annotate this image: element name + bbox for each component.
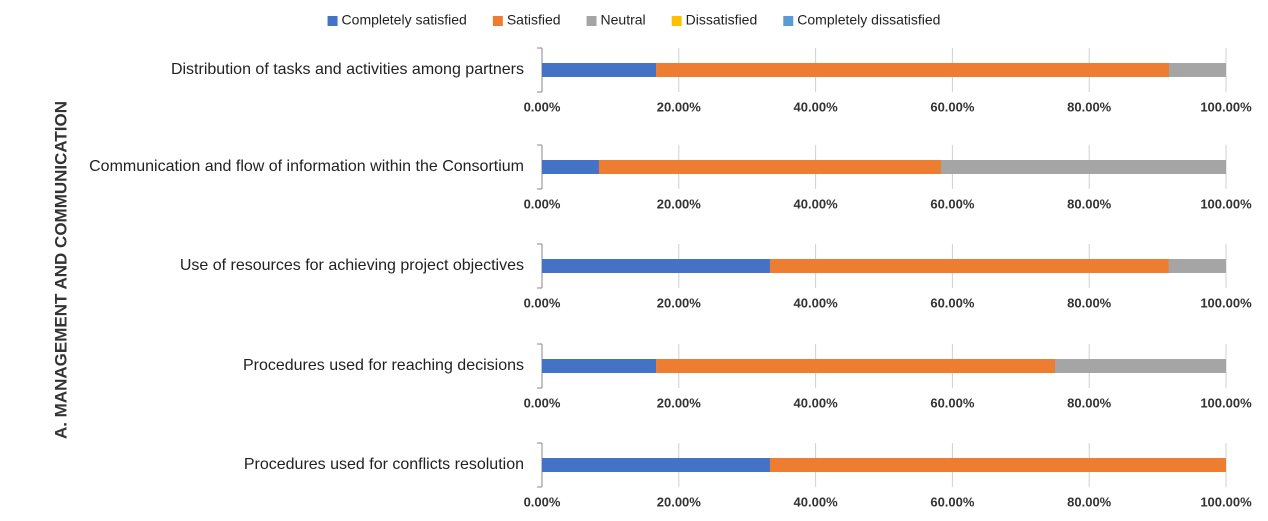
x-tick-label: 100.00% — [1200, 295, 1252, 310]
x-tick-label: 100.00% — [1200, 494, 1252, 509]
x-tick-label: 0.00% — [524, 494, 561, 509]
bar-segment — [940, 160, 1226, 174]
x-tick-label: 20.00% — [657, 196, 702, 211]
x-tick-label: 100.00% — [1200, 395, 1252, 410]
x-tick-label: 60.00% — [930, 494, 975, 509]
category-label: Procedures used for conflicts resolution — [244, 456, 524, 473]
x-tick-label: 60.00% — [930, 395, 975, 410]
bar-segment — [542, 160, 599, 174]
bar-segment — [656, 63, 1170, 77]
bar-segment — [542, 458, 770, 472]
x-tick-label: 40.00% — [794, 196, 839, 211]
x-tick-label: 100.00% — [1200, 196, 1252, 211]
legend-swatch — [671, 16, 682, 26]
side-label: A. MANAGEMENT AND COMMUNICATION — [51, 101, 70, 439]
category-label: Procedures used for reaching decisions — [243, 357, 524, 374]
legend-swatch — [492, 16, 503, 26]
legend-label: Completely dissatisfied — [797, 12, 940, 28]
x-tick-label: 40.00% — [794, 295, 839, 310]
x-tick-label: 60.00% — [930, 196, 975, 211]
x-tick-label: 80.00% — [1067, 295, 1112, 310]
x-tick-label: 20.00% — [657, 494, 702, 509]
x-tick-label: 100.00% — [1200, 99, 1252, 114]
bar-segment — [1169, 63, 1226, 77]
x-tick-label: 80.00% — [1067, 494, 1112, 509]
legend-swatch — [783, 16, 794, 26]
bar-segment — [656, 359, 1055, 373]
bar-segment — [542, 359, 657, 373]
x-tick-label: 80.00% — [1067, 196, 1112, 211]
bar-segment — [1168, 259, 1226, 273]
legend-swatch — [327, 16, 338, 26]
category-label: Communication and flow of information wi… — [89, 158, 524, 175]
bar-segment — [598, 160, 941, 174]
bar-segment — [1055, 359, 1226, 373]
bar-segment — [769, 458, 1226, 472]
bar-segment — [769, 259, 1169, 273]
x-tick-label: 20.00% — [657, 295, 702, 310]
bar-segment — [542, 63, 657, 77]
legend-swatch — [586, 16, 597, 26]
x-tick-label: 0.00% — [524, 295, 561, 310]
x-tick-label: 0.00% — [524, 196, 561, 211]
x-tick-label: 20.00% — [657, 99, 702, 114]
legend-label: Neutral — [601, 12, 646, 28]
legend-label: Dissatisfied — [686, 12, 758, 28]
legend-label: Completely satisfied — [342, 12, 467, 28]
x-tick-label: 0.00% — [524, 99, 561, 114]
x-tick-label: 80.00% — [1067, 99, 1112, 114]
bar-segment — [542, 259, 770, 273]
x-tick-label: 60.00% — [930, 295, 975, 310]
x-tick-label: 40.00% — [794, 494, 839, 509]
category-label: Use of resources for achieving project o… — [180, 257, 524, 274]
x-tick-label: 0.00% — [524, 395, 561, 410]
x-tick-label: 40.00% — [794, 395, 839, 410]
x-tick-label: 80.00% — [1067, 395, 1112, 410]
x-tick-label: 40.00% — [794, 99, 839, 114]
legend-label: Satisfied — [507, 12, 561, 28]
category-label: Distribution of tasks and activities amo… — [171, 61, 524, 78]
x-tick-label: 20.00% — [657, 395, 702, 410]
x-tick-label: 60.00% — [930, 99, 975, 114]
